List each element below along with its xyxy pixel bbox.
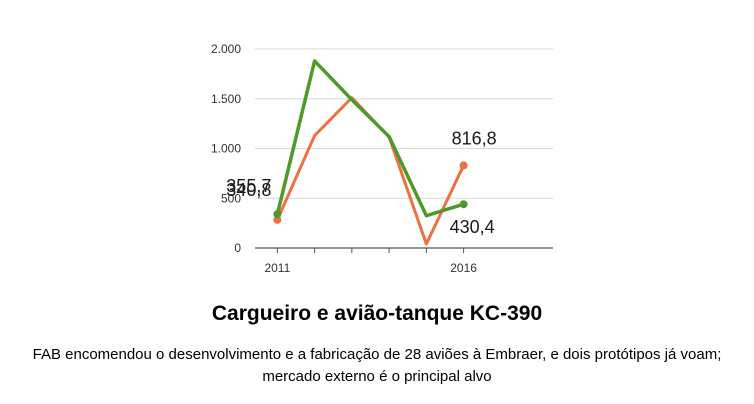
data-point — [459, 200, 468, 209]
data-point — [273, 210, 282, 219]
axes: 0 500 1.000 1.500 2.000 2011 2016 — [211, 42, 553, 275]
line-chart: 0 500 1.000 1.500 2.000 2011 2016 340,8 816,8 35… — [211, 42, 553, 275]
data-label: 816,8 — [452, 128, 497, 148]
data-label: 340,8 — [226, 180, 271, 200]
series-lines — [273, 59, 468, 246]
chart-title: Cargueiro e avião-tanque KC-390 — [211, 302, 543, 325]
data-point — [273, 215, 282, 224]
x-tick-label: 2016 — [450, 261, 477, 275]
data-label: 430,4 — [450, 217, 495, 237]
y-tick-label: 500 — [221, 191, 241, 205]
y-tick-label: 1.500 — [211, 92, 241, 106]
data-labels: 340,8 816,8 355,7 430,4 — [226, 128, 496, 237]
y-tick-label: 2.000 — [211, 42, 241, 56]
chart-subtitle: FAB encomendou o desenvolvimento e a fab… — [32, 346, 722, 385]
y-tick-label: 1.000 — [211, 142, 241, 156]
y-tick-label: 0 — [234, 241, 241, 255]
data-label: 355,7 — [226, 176, 271, 196]
x-tick-label: 2011 — [264, 261, 290, 275]
data-point — [459, 161, 468, 170]
series-line-1 — [275, 59, 466, 218]
